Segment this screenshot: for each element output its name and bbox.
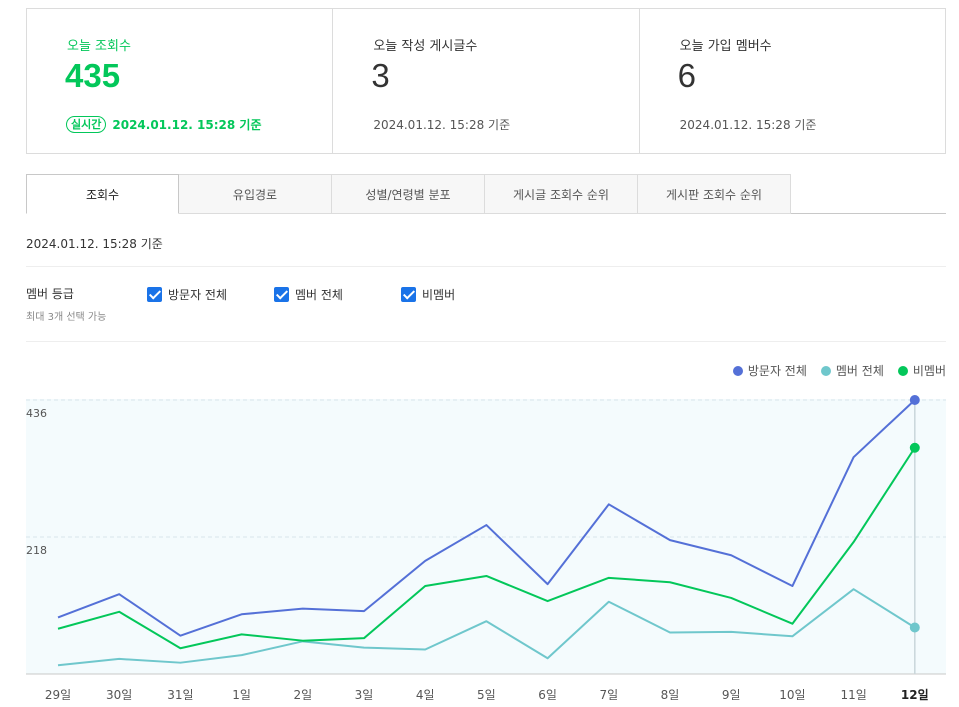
- tab-gender-age[interactable]: 성별/연령별 분포: [332, 174, 485, 214]
- legend-label: 멤버 전체: [835, 364, 884, 378]
- stat-today-posts: 오늘 작성 게시글수 3 2024.01.12. 15:28 기준: [333, 9, 640, 153]
- data-point: [909, 395, 920, 405]
- legend-dot-icon: [820, 365, 831, 376]
- tab-board-ranking[interactable]: 게시판 조회수 순위: [638, 174, 791, 214]
- x-tick-label: 5일: [477, 688, 496, 702]
- tab-views[interactable]: 조회수: [26, 174, 179, 214]
- series-line: [57, 447, 916, 650]
- stat-value: 435: [65, 57, 121, 94]
- legend-dot-icon: [897, 365, 908, 376]
- divider: [26, 341, 946, 342]
- checkbox-checked-icon[interactable]: [401, 287, 416, 302]
- x-tick-label: 31일: [167, 688, 193, 702]
- stat-value: 3: [371, 57, 390, 94]
- stat-time: 2024.01.12. 15:28 기준: [373, 118, 511, 132]
- checkbox-non-members[interactable]: 비멤버: [401, 286, 455, 303]
- stat-label: 오늘 조회수: [67, 39, 131, 54]
- legend-item[interactable]: 방문자 전체: [732, 362, 807, 379]
- x-tick-label: 1일: [232, 688, 251, 702]
- y-tick-label: 218: [26, 544, 47, 557]
- stat-time: 실시간 2024.01.12. 15:28 기준: [66, 116, 261, 133]
- x-tick-label: 6일: [538, 688, 557, 702]
- y-tick-label: 436: [26, 407, 47, 420]
- x-tick-label: 7일: [599, 688, 618, 702]
- x-tick-label: 30일: [106, 688, 132, 702]
- x-tick-label: 3일: [355, 688, 374, 702]
- stat-today-members: 오늘 가입 멤버수 6 2024.01.12. 15:28 기준: [640, 9, 945, 153]
- legend-dot-icon: [732, 365, 743, 376]
- series-line: [57, 588, 916, 667]
- filter-title: 멤버 등급: [26, 287, 74, 301]
- stats-summary: 오늘 조회수 435 실시간 2024.01.12. 15:28 기준 오늘 작…: [26, 8, 946, 154]
- checkbox-label: 방문자 전체: [168, 288, 228, 302]
- line-chart: 436 218 29일 30일 31일 1일 2일 3일 4일 5일 6일 7일 8일 9일 10일 11일 1…: [26, 395, 946, 702]
- x-tick-label: 9일: [722, 688, 741, 702]
- legend-label: 방문자 전체: [747, 364, 807, 378]
- x-tick-label: 4일: [416, 688, 435, 702]
- checkbox-label: 비멤버: [422, 288, 456, 302]
- checkbox-checked-icon[interactable]: [147, 287, 162, 302]
- chart-legend: 방문자 전체 멤버 전체 비멤버: [732, 362, 946, 379]
- tab-referrer[interactable]: 유입경로: [179, 174, 332, 214]
- x-tick-label: 2일: [293, 688, 312, 702]
- x-tick-label: 11일: [840, 688, 866, 702]
- checkbox-checked-icon[interactable]: [274, 287, 289, 302]
- x-tick-label: 8일: [661, 688, 680, 702]
- checkbox-all-members[interactable]: 멤버 전체: [274, 286, 343, 303]
- series-line: [57, 399, 916, 637]
- data-point: [909, 622, 920, 633]
- legend-item[interactable]: 비멤버: [897, 362, 946, 379]
- x-tick-label: 10일: [779, 688, 805, 702]
- plot-area: [26, 399, 946, 674]
- checkbox-all-visitors[interactable]: 방문자 전체: [147, 286, 227, 303]
- stat-label: 오늘 가입 멤버수: [679, 39, 772, 54]
- filter-help: 최대 3개 선택 가능: [26, 312, 107, 323]
- stat-value: 6: [677, 57, 697, 94]
- x-tick-label: 29일: [45, 688, 71, 702]
- stats-tabs: 조회수 유입경로 성별/연령별 분포 게시글 조회수 순위 게시판 조회수 순위: [26, 174, 946, 214]
- legend-item[interactable]: 멤버 전체: [820, 362, 884, 379]
- stat-label: 오늘 작성 게시글수: [373, 39, 478, 54]
- tab-post-ranking[interactable]: 게시글 조회수 순위: [485, 174, 638, 214]
- checkbox-label: 멤버 전체: [295, 288, 343, 302]
- realtime-badge: 실시간: [66, 116, 107, 133]
- stat-today-views: 오늘 조회수 435 실시간 2024.01.12. 15:28 기준: [27, 9, 334, 153]
- legend-label: 비멤버: [912, 364, 946, 378]
- x-tick-label: 12일: [901, 688, 929, 702]
- stat-time: 2024.01.12. 15:28 기준: [679, 118, 817, 132]
- basis-time: 2024.01.12. 15:28 기준: [26, 237, 163, 251]
- stat-time-text: 2024.01.12. 15:28 기준: [112, 118, 262, 132]
- divider: [26, 266, 946, 267]
- data-point: [909, 442, 920, 453]
